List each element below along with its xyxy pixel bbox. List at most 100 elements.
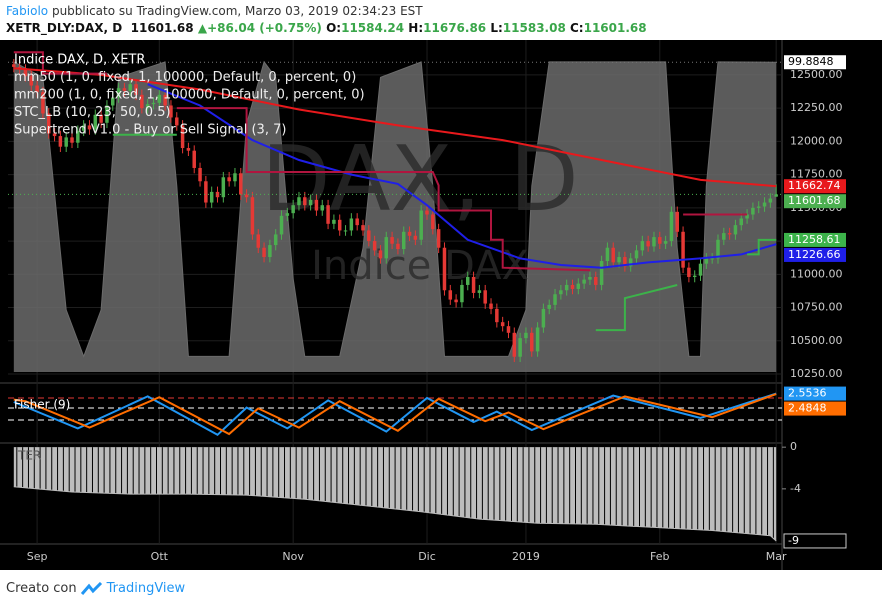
candle-body <box>209 191 214 203</box>
legend-entry: STC_LB (10, 23, 50, 0.5) <box>14 105 171 120</box>
price-label-box <box>784 386 846 401</box>
candle-body <box>239 173 243 195</box>
candle-body <box>436 229 441 248</box>
price-label: 2.4848 <box>788 402 827 415</box>
candle-body <box>46 113 51 134</box>
candle-body <box>425 210 429 215</box>
candle-body <box>355 218 359 226</box>
candle-body <box>716 239 720 259</box>
y-tick-label: 12500.00 <box>790 68 843 81</box>
candle-body <box>599 261 604 285</box>
y-tick-label: -4 <box>790 482 801 495</box>
header-line: Fabiolo pubblicato su TradingView.com, M… <box>6 4 423 18</box>
published: pubblicato su TradingView.com, Marzo 03,… <box>51 4 423 18</box>
price-label-box <box>784 232 846 247</box>
candle-body <box>413 235 418 240</box>
candle-body <box>361 225 365 231</box>
price-label: 2.5536 <box>788 387 827 400</box>
candle-body <box>70 137 74 143</box>
candle-body <box>303 197 307 206</box>
candle-body <box>367 230 371 242</box>
candle-body <box>594 276 598 285</box>
open-label: O: <box>326 21 342 35</box>
price-label-box <box>784 401 846 416</box>
candle-body <box>256 234 260 248</box>
up-arrow: ▲ <box>197 21 208 35</box>
candle-body <box>233 173 237 182</box>
candle-body <box>582 279 586 284</box>
candle-body <box>314 199 319 211</box>
price-label: 99.8848 <box>788 55 834 68</box>
candle-body <box>634 250 639 259</box>
candle-body <box>756 206 761 208</box>
price-label: 11662.74 <box>788 179 841 192</box>
area-outline <box>13 60 777 358</box>
series-line <box>112 133 777 332</box>
candle-body <box>332 219 336 224</box>
candle-body <box>308 199 313 206</box>
candle-body <box>495 308 499 323</box>
candle-body <box>588 276 592 280</box>
candle-body <box>320 205 325 211</box>
symbol: XETR_DLY:DAX, D <box>6 21 123 35</box>
candle-body <box>506 326 511 333</box>
candle-body <box>58 136 63 147</box>
candle-body <box>669 211 674 242</box>
panel-title: TER <box>17 449 41 463</box>
candle-body <box>41 92 45 114</box>
candle-body <box>483 290 487 304</box>
y-tick-label: 0 <box>790 440 797 453</box>
x-tick-label: 2019 <box>512 550 540 563</box>
price-label-box <box>783 533 847 549</box>
legend-entry: mm50 (1, 0, fixed, 1, 100000, Default, 0… <box>14 70 356 85</box>
candle-body <box>227 177 231 182</box>
candle-body <box>378 250 383 259</box>
x-tick-label: Feb <box>650 550 669 563</box>
candle-body <box>559 290 563 295</box>
area-fill <box>13 61 777 372</box>
candle-body <box>524 332 528 339</box>
candle-body <box>530 332 534 352</box>
candle-body <box>262 247 266 258</box>
legend-entry: mm200 (1, 0, fixed, 1, 100000, Default, … <box>14 88 365 103</box>
candle-body <box>140 94 144 109</box>
candle-body <box>442 247 447 291</box>
x-tick-label: Nov <box>282 550 304 563</box>
candle-body <box>477 290 482 293</box>
candle-body <box>244 194 249 198</box>
x-tick-label: Sep <box>27 550 48 563</box>
candle-body <box>745 214 749 219</box>
series-line <box>13 67 777 188</box>
low-label: L: <box>490 21 503 35</box>
price-label-box <box>784 55 846 70</box>
candle-body <box>180 125 185 149</box>
candle-body <box>675 211 679 232</box>
author[interactable]: Fabiolo <box>6 4 49 18</box>
y-tick-label: 10750.00 <box>790 301 843 314</box>
price-label-box <box>784 247 846 262</box>
candle-body <box>122 88 127 91</box>
watermark: Indice DAX <box>311 243 529 289</box>
candle-body <box>151 102 156 105</box>
candle-body <box>518 338 522 357</box>
candle-body <box>658 237 662 244</box>
candle-body <box>727 233 732 235</box>
candle-body <box>163 94 167 106</box>
candle-body <box>285 213 290 216</box>
candle-body <box>273 234 278 246</box>
close-value: 11601.68 <box>583 21 647 35</box>
y-tick-label: 12000.00 <box>790 134 843 147</box>
candle-body <box>465 276 470 285</box>
candle-body <box>250 197 255 235</box>
price-label: 11258.61 <box>788 233 841 246</box>
candle-body <box>722 233 726 240</box>
brand[interactable]: TradingView <box>106 581 186 596</box>
series-line <box>13 51 748 272</box>
high-value: 11676.86 <box>423 21 487 35</box>
candle-body <box>617 257 621 263</box>
price-label: 11226.66 <box>788 248 841 261</box>
candle-body <box>448 290 453 300</box>
candle-body <box>768 198 773 203</box>
candle-body <box>116 88 121 98</box>
